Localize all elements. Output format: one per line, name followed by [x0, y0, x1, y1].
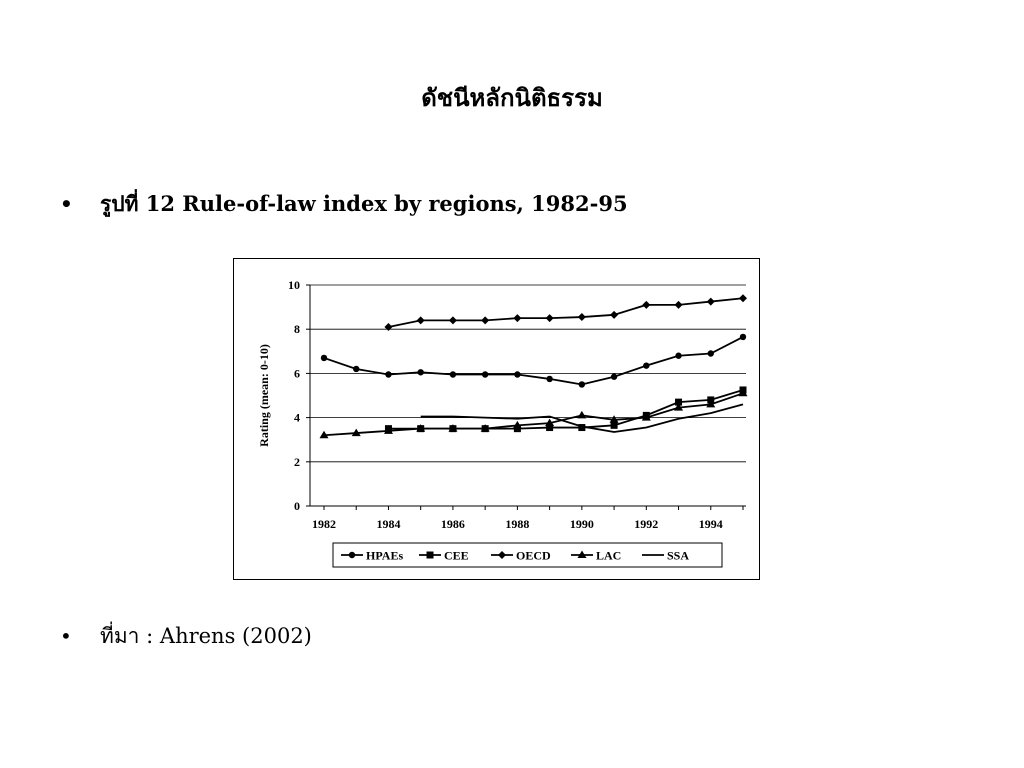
source-bullet: • ที่มา : Ahrens (2002) [60, 620, 312, 653]
legend-marker-oecd [498, 551, 506, 559]
data-point-hpaes [320, 354, 328, 362]
data-point-hpaes [353, 365, 360, 373]
y-tick-label: 2 [294, 455, 300, 469]
data-point-cee [675, 398, 683, 406]
legend-label-lac: LAC [596, 549, 621, 563]
y-tick-label: 0 [294, 499, 300, 513]
legend-marker-cee [426, 551, 434, 559]
x-tick-label: 1984 [376, 517, 400, 531]
data-point-lac [738, 388, 748, 397]
data-point-lac [512, 420, 522, 429]
legend-label-hpaes: HPAEs [366, 549, 403, 563]
series-line-ssa [420, 403, 744, 433]
data-point-oecd [610, 310, 619, 319]
legend-label-cee: CEE [444, 549, 469, 563]
data-point-hpaes [546, 375, 553, 383]
y-tick-label: 8 [294, 322, 300, 336]
series-line-lac [323, 392, 744, 437]
data-point-lac [383, 426, 393, 434]
data-point-cee [610, 421, 618, 429]
data-point-oecd [481, 316, 490, 325]
series-line-cee [388, 389, 744, 430]
data-point-lac [609, 415, 619, 423]
y-tick-label: 10 [288, 278, 300, 292]
data-point-lac [577, 410, 587, 419]
bullet-marker: • [60, 192, 73, 216]
y-tick-label: 6 [294, 366, 300, 380]
data-point-lac [545, 418, 555, 427]
line-chart: 0 2 4 6 8 10 1982 1984 1986 1988 1990 1992 1994 Ratin… [257, 278, 748, 568]
series-line-hpaes [323, 336, 744, 386]
legend-label-oecd: OECD [516, 549, 551, 563]
data-point-hpaes [449, 371, 457, 378]
data-point-lac [416, 424, 426, 432]
slide-title: ดัชนีหลักนิติธรรม [421, 83, 603, 112]
data-point-cee [513, 425, 521, 433]
data-point-hpaes [739, 333, 747, 341]
data-point-lac [319, 430, 329, 439]
data-point-hpaes [578, 381, 586, 388]
data-point-oecd [416, 316, 425, 325]
data-point-oecd [513, 314, 522, 323]
data-point-hpaes [610, 373, 618, 380]
x-tick-label: 1994 [699, 517, 723, 531]
x-tick-label: 1992 [634, 517, 658, 531]
figure-caption-bullet: • รูปที่ 12 Rule-of-law index by regions… [60, 188, 628, 221]
y-tick-label: 4 [294, 411, 300, 425]
data-point-oecd [545, 314, 554, 323]
figure-caption: รูปที่ 12 Rule-of-law index by regions, … [100, 191, 628, 216]
data-point-cee [546, 424, 554, 432]
y-axis-label: Rating (mean: 0-10) [257, 344, 271, 447]
data-point-hpaes [481, 371, 489, 378]
data-point-lac [351, 428, 361, 437]
data-point-oecd [577, 313, 586, 322]
data-point-hpaes [417, 369, 424, 376]
data-point-oecd [706, 297, 715, 306]
data-point-oecd [674, 300, 683, 309]
legend-marker-lac [577, 550, 587, 558]
data-point-oecd [642, 300, 651, 309]
legend-label-ssa: SSA [667, 549, 689, 563]
data-point-hpaes [514, 371, 521, 378]
data-point-hpaes [675, 352, 682, 359]
data-point-oecd [448, 316, 457, 325]
legend-marker-hpaes [348, 551, 356, 559]
data-point-lac [641, 413, 651, 421]
data-point-oecd [384, 322, 393, 331]
series-line-oecd [388, 297, 744, 328]
data-point-oecd [739, 294, 747, 303]
bullet-marker: • [60, 624, 72, 648]
chart-container: 0 2 4 6 8 10 1982 1984 1986 1988 1990 1992 1994 Ratin… [233, 258, 760, 580]
source-text: ที่มา : Ahrens (2002) [100, 624, 312, 648]
x-tick-label: 1990 [570, 517, 594, 531]
data-point-lac [706, 399, 716, 408]
data-point-hpaes [643, 362, 650, 369]
x-tick-label: 1982 [312, 517, 336, 531]
data-point-lac [480, 424, 490, 432]
x-tick-label: 1986 [441, 517, 465, 531]
data-point-lac [674, 403, 684, 411]
data-point-hpaes [707, 350, 714, 357]
x-tick-label: 1988 [505, 517, 529, 531]
data-point-hpaes [385, 371, 392, 378]
data-point-lac [448, 424, 458, 432]
data-point-cee [578, 424, 586, 432]
